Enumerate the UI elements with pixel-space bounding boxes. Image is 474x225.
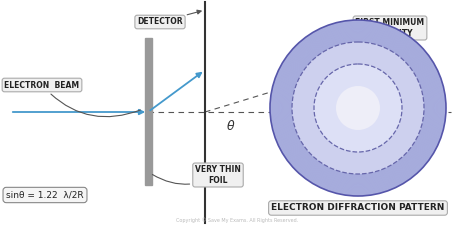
Text: θ: θ	[227, 120, 235, 133]
Text: sinθ = 1.22  λ/2R: sinθ = 1.22 λ/2R	[6, 191, 84, 200]
Bar	[145, 38, 152, 185]
Circle shape	[336, 86, 380, 130]
Text: Copyright © Save My Exams. All Rights Reserved.: Copyright © Save My Exams. All Rights Re…	[176, 217, 298, 223]
Text: FIRST MINIMUM
INTENSITY: FIRST MINIMUM INTENSITY	[356, 18, 425, 44]
Text: ELECTRON  BEAM: ELECTRON BEAM	[4, 81, 140, 117]
Text: VERY THIN
FOIL: VERY THIN FOIL	[152, 165, 241, 185]
Circle shape	[314, 64, 402, 152]
Circle shape	[292, 42, 424, 174]
Text: ELECTRON DIFFRACTION PATTERN: ELECTRON DIFFRACTION PATTERN	[271, 203, 445, 212]
Text: DETECTOR: DETECTOR	[137, 10, 201, 27]
Circle shape	[270, 20, 446, 196]
